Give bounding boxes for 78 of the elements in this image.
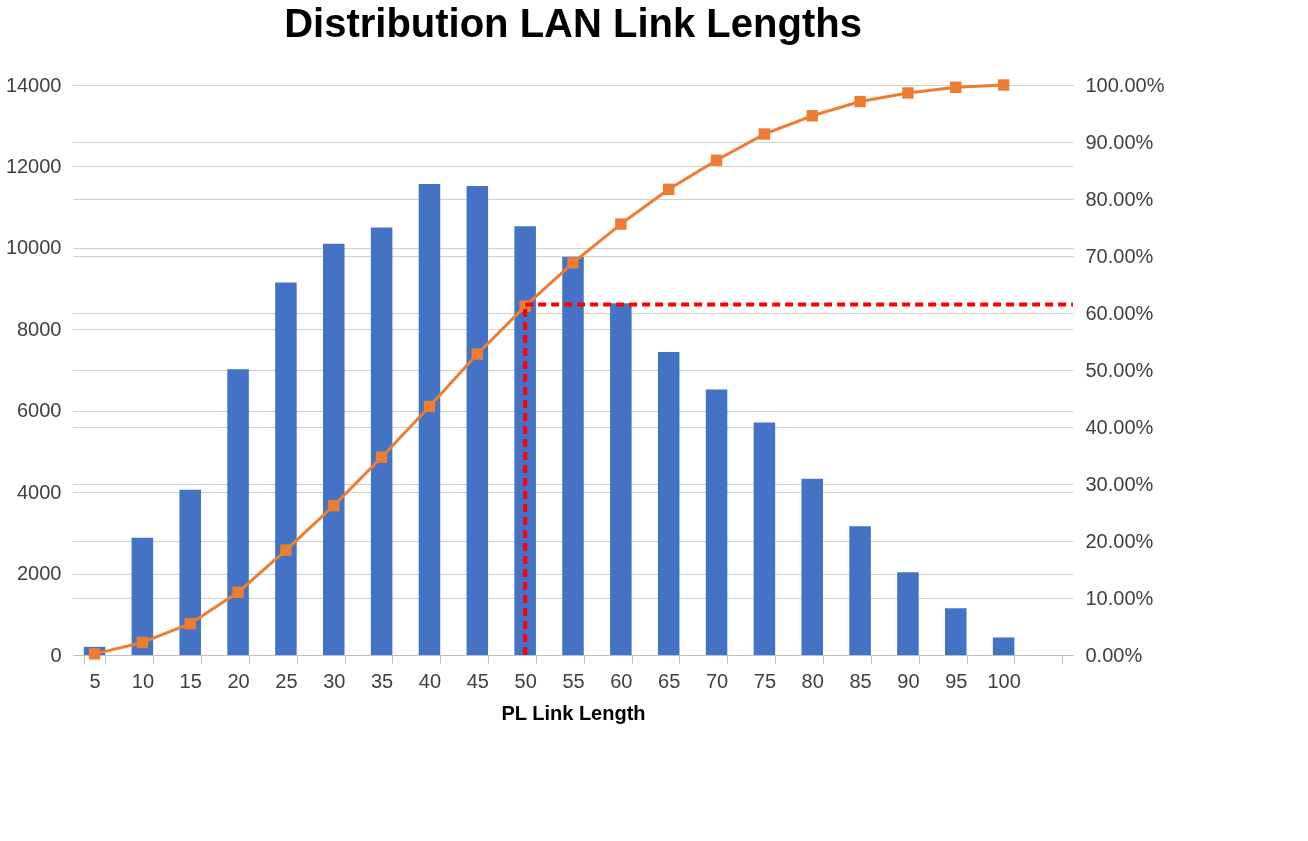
point [710, 154, 723, 166]
y2-tick-label: 90.00% [1085, 130, 1154, 153]
x-tick-label: 55 [562, 669, 585, 692]
x-tick-label: 10 [131, 669, 154, 692]
x-tick-label: 70 [705, 669, 729, 692]
bar [945, 608, 967, 655]
bar [849, 526, 871, 655]
bar [466, 185, 489, 655]
bar [370, 227, 393, 655]
point [328, 499, 340, 512]
bar [610, 303, 632, 655]
x-tick-label: 90 [897, 669, 920, 692]
point [806, 110, 818, 122]
y-tick-label: 0 [50, 643, 62, 666]
point [471, 348, 484, 360]
point [88, 648, 101, 660]
x-tick-label: 30 [323, 669, 346, 692]
point [950, 81, 962, 93]
x-tick-label: 60 [610, 669, 633, 692]
y2-tick-label: 30.00% [1085, 472, 1154, 495]
chart-title: Distribution LAN Link Lengths [284, 1, 862, 45]
y-tick-label: 12000 [5, 154, 62, 177]
bar [562, 256, 584, 655]
bar [227, 369, 249, 655]
x-tick-label: 40 [418, 669, 442, 692]
point [854, 95, 866, 108]
y2-tick-label: 60.00% [1085, 301, 1154, 324]
x-tick-label: 5 [89, 669, 101, 692]
y-tick-label: 2000 [17, 562, 62, 585]
point [375, 451, 388, 463]
x-tick-label: 20 [227, 669, 250, 692]
bar [179, 489, 201, 655]
y2-tick-label: 70.00% [1085, 244, 1154, 267]
x-tick-label: 25 [275, 669, 298, 692]
x-tick-label: 50 [514, 669, 537, 692]
point [997, 79, 1010, 91]
y2-tick-label: 100.00% [1085, 73, 1165, 96]
bar [657, 352, 680, 655]
x-tick-label: 65 [658, 669, 681, 692]
x-tick-label: 100 [987, 669, 1021, 692]
y-tick-label: 6000 [17, 399, 62, 422]
bar [753, 422, 776, 655]
bar [992, 637, 1015, 655]
point [758, 128, 771, 140]
y2-tick-label: 0.00% [1085, 643, 1143, 666]
y2-tick-label: 50.00% [1085, 358, 1154, 381]
y2-tick-label: 80.00% [1085, 187, 1154, 210]
point [280, 544, 292, 556]
x-tick-label: 85 [849, 669, 872, 692]
y2-tick-label: 40.00% [1085, 415, 1154, 438]
point [567, 257, 579, 269]
point [184, 617, 196, 630]
y-tick-label: 14000 [5, 73, 62, 96]
y-tick-label: 8000 [17, 317, 62, 340]
bar [275, 282, 297, 655]
x-tick-label: 80 [801, 669, 824, 692]
y2-tick-label: 10.00% [1085, 586, 1154, 609]
y-tick-label: 4000 [17, 480, 62, 503]
point [136, 636, 149, 649]
point [902, 87, 914, 99]
bar [323, 243, 345, 655]
x-tick-label: 95 [945, 669, 968, 692]
point [615, 218, 627, 230]
x-axis-title: PL Link Length [501, 701, 646, 724]
bar [801, 478, 823, 655]
x-tick-label: 15 [179, 669, 202, 692]
bar [418, 183, 441, 655]
x-tick-label: 35 [370, 669, 394, 692]
point [232, 586, 244, 598]
y2-tick-label: 20.00% [1085, 529, 1154, 552]
x-tick-label: 45 [466, 669, 489, 692]
bar [705, 389, 728, 655]
point [423, 400, 436, 413]
bar [897, 572, 919, 655]
y-tick-label: 10000 [5, 236, 62, 259]
bar [131, 537, 154, 655]
x-tick-label: 75 [753, 669, 777, 692]
point [662, 183, 675, 196]
